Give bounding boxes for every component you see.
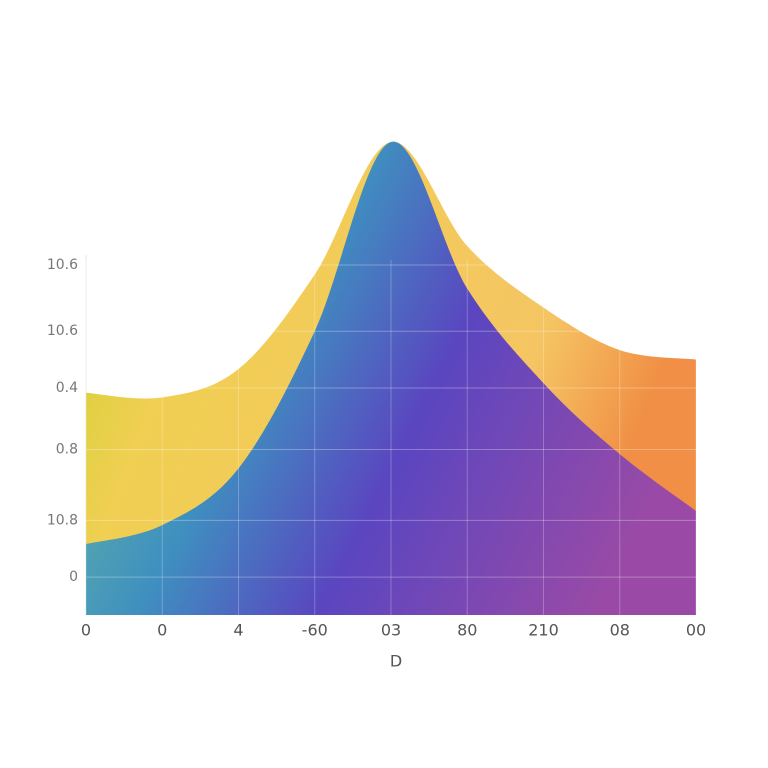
x-tick-label: 0 (81, 621, 91, 640)
x-tick-label: 4 (233, 621, 243, 640)
x-tick-label: 210 (528, 621, 559, 640)
x-tick-label: 03 (381, 621, 401, 640)
x-axis-label: D (390, 652, 402, 671)
x-tick-label: -60 (302, 621, 328, 640)
y-tick-label: 0 (69, 569, 78, 585)
y-tick-label: 10.8 (47, 512, 78, 528)
y-tick-label: 10.6 (47, 257, 78, 273)
x-tick-label: 00 (686, 621, 706, 640)
y-tick-label: 0.8 (56, 441, 78, 457)
y-tick-label: 0.4 (56, 380, 78, 396)
x-tick-label: 80 (457, 621, 477, 640)
x-tick-label: 08 (610, 621, 630, 640)
x-tick-label: 0 (157, 621, 167, 640)
y-tick-label: 10.6 (47, 323, 78, 339)
area (86, 141, 696, 615)
